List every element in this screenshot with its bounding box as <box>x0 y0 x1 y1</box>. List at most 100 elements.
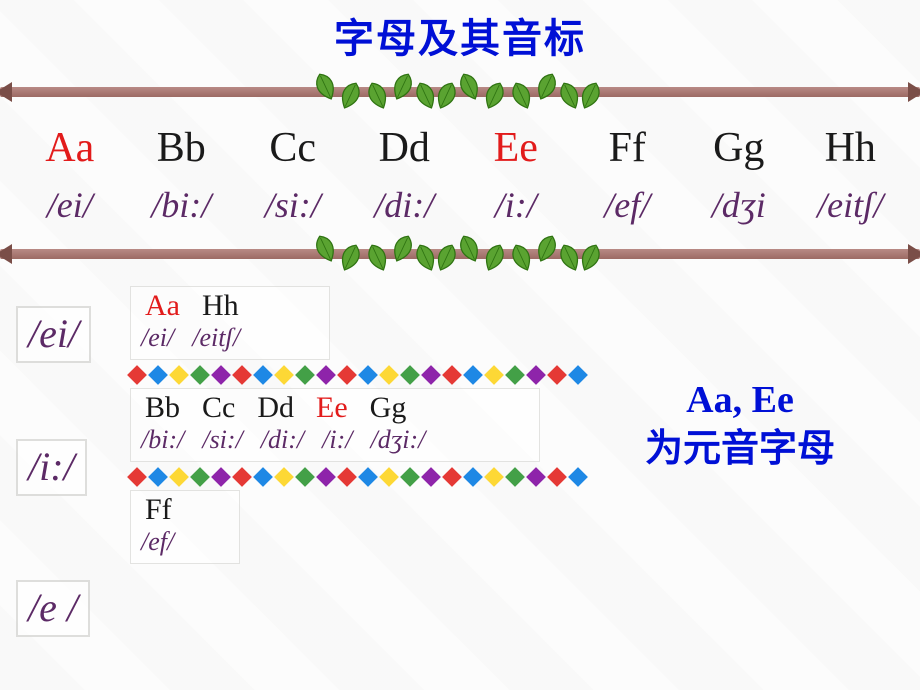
diamond-icon <box>148 365 168 385</box>
diamond-icon <box>568 365 588 385</box>
group-letter: Gg <box>370 391 407 425</box>
diamond-divider-2 <box>130 468 590 486</box>
group-ipa: /si:/ <box>202 425 242 455</box>
group-letter: Ee <box>316 391 348 425</box>
diamond-icon <box>400 365 420 385</box>
vowel-note-line1: Aa, Ee <box>560 376 920 425</box>
group-ipa: /i:/ <box>322 425 352 455</box>
alphabet-letter: Bb <box>131 124 231 172</box>
diamond-icon <box>442 365 462 385</box>
alphabet-ipa-row: /ei//bi://si://di://i://ef//dʒi/eitʃ/ <box>0 184 920 226</box>
alphabet-letter: Cc <box>243 124 343 172</box>
diamond-icon <box>526 365 546 385</box>
diamond-icon <box>127 365 147 385</box>
group-label-ei: /ei/ <box>16 306 91 363</box>
diamond-icon <box>505 467 525 487</box>
page-title: 字母及其音标 <box>0 0 920 64</box>
group-e-letters: Ff <box>139 493 231 527</box>
group-ipa: /bi:/ <box>141 425 184 455</box>
slide-content: 字母及其音标 AaBbCcDdEeFfGgHh /ei//bi://si://d… <box>0 0 920 693</box>
diamond-icon <box>190 467 210 487</box>
diamond-icon <box>337 467 357 487</box>
diamond-icon <box>232 467 252 487</box>
diamond-icon <box>379 467 399 487</box>
group-ei-ipa: /ei/ /eitʃ/ <box>139 323 321 353</box>
diamond-icon <box>358 467 378 487</box>
diamond-icon <box>295 467 315 487</box>
grouped-section: /ei/ /i:/ /e / Aa Hh /ei/ /eitʃ/ Bb Cc Dd Ee G… <box>0 286 920 693</box>
diamond-icon <box>358 365 378 385</box>
diamond-icon <box>379 365 399 385</box>
diamond-icon <box>484 365 504 385</box>
diamond-icon <box>337 365 357 385</box>
group-ipa: /eitʃ/ <box>192 323 240 353</box>
alphabet-ipa: /bi:/ <box>131 184 231 226</box>
group-letter: Hh <box>202 289 239 323</box>
leaf-cluster <box>311 75 609 109</box>
diamond-icon <box>547 467 567 487</box>
alphabet-letter: Ff <box>577 124 677 172</box>
group-letter: Dd <box>257 391 294 425</box>
vine-arrow-left-icon <box>0 244 12 264</box>
diamond-icon <box>169 467 189 487</box>
group-ipa: /di:/ <box>261 425 304 455</box>
alphabet-ipa: /eitʃ/ <box>800 184 900 226</box>
alphabet-letter-row: AaBbCcDdEeFfGgHh <box>0 124 920 172</box>
leaf-cluster <box>311 237 609 271</box>
group-ipa: /ef/ <box>141 527 174 557</box>
alphabet-letter: Dd <box>354 124 454 172</box>
alphabet-letter: Ee <box>466 124 566 172</box>
diamond-divider-1 <box>130 366 590 384</box>
alphabet-ipa: /si:/ <box>243 184 343 226</box>
diamond-icon <box>400 467 420 487</box>
diamond-icon <box>211 365 231 385</box>
diamond-icon <box>463 365 483 385</box>
diamond-row <box>130 368 592 382</box>
diamond-row <box>130 470 592 484</box>
group-label-i: /i:/ <box>16 439 87 496</box>
group-letter: Aa <box>145 289 180 323</box>
diamond-icon <box>463 467 483 487</box>
vowel-note-column: Aa, Ee 为元音字母 <box>560 286 920 693</box>
diamond-icon <box>190 365 210 385</box>
diamond-icon <box>253 365 273 385</box>
group-card-ei: Aa Hh /ei/ /eitʃ/ <box>130 286 330 360</box>
group-ipa: /dʒi:/ <box>370 425 425 455</box>
diamond-icon <box>211 467 231 487</box>
diamond-icon <box>127 467 147 487</box>
diamond-icon <box>274 467 294 487</box>
group-ei-letters: Aa Hh <box>139 289 321 323</box>
group-label-e: /e / <box>16 580 90 637</box>
vine-arrow-left-icon <box>0 82 12 102</box>
group-ipa: /ei/ <box>141 323 174 353</box>
group-i-ipa: /bi:/ /si:/ /di:/ /i:/ /dʒi:/ <box>139 425 531 455</box>
group-card-e: Ff /ef/ <box>130 490 240 564</box>
group-letter: Bb <box>145 391 180 425</box>
diamond-icon <box>295 365 315 385</box>
alphabet-ipa: /ei/ <box>20 184 120 226</box>
diamond-icon <box>505 365 525 385</box>
alphabet-ipa: /dʒi <box>689 184 789 226</box>
diamond-icon <box>232 365 252 385</box>
group-letter: Cc <box>202 391 235 425</box>
group-i-letters: Bb Cc Dd Ee Gg <box>139 391 531 425</box>
group-letter: Ff <box>145 493 172 527</box>
alphabet-letter: Aa <box>20 124 120 172</box>
alphabet-ipa: /di:/ <box>354 184 454 226</box>
vine-arrow-right-icon <box>908 82 920 102</box>
diamond-icon <box>421 365 441 385</box>
diamond-icon <box>526 467 546 487</box>
alphabet-ipa: /i:/ <box>466 184 566 226</box>
group-e-ipa: /ef/ <box>139 527 231 557</box>
vine-arrow-right-icon <box>908 244 920 264</box>
diamond-icon <box>568 467 588 487</box>
group-card-i: Bb Cc Dd Ee Gg /bi:/ /si:/ /di:/ /i:/ /dʒi:/ <box>130 388 540 462</box>
diamond-icon <box>547 365 567 385</box>
vine-divider-mid <box>0 232 920 276</box>
diamond-icon <box>442 467 462 487</box>
diamond-icon <box>316 467 336 487</box>
vine-divider-top <box>0 70 920 114</box>
group-cards-column: Aa Hh /ei/ /eitʃ/ Bb Cc Dd Ee Gg /bi:/ /si:/ /di… <box>130 286 560 693</box>
alphabet-letter: Gg <box>689 124 789 172</box>
diamond-icon <box>274 365 294 385</box>
